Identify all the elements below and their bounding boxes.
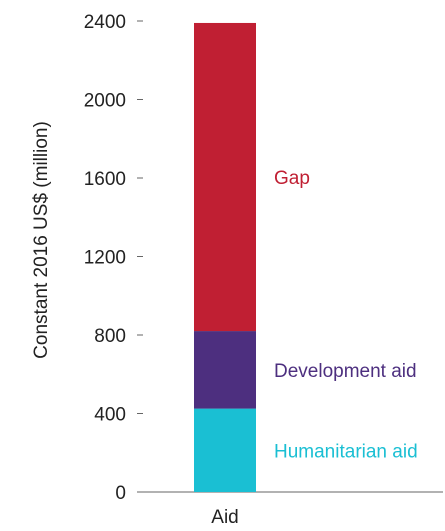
category-label: Aid: [211, 507, 238, 528]
y-tick-label: 2400: [84, 12, 126, 33]
bar-segment: [194, 331, 256, 409]
series-label: Gap: [274, 168, 310, 189]
series-label: Humanitarian aid: [274, 441, 418, 462]
series-label: Development aid: [274, 361, 417, 382]
bar-segment: [194, 408, 256, 492]
y-tick-label: 400: [94, 405, 126, 426]
bar-segment: [194, 22, 256, 332]
series-labels: Humanitarian aid Development aid Gap: [274, 168, 418, 462]
y-axis-title: Constant 2016 US$ (million): [31, 121, 52, 359]
y-axis-ticks: 0 400 800 1200 1600 2000 2400: [84, 12, 143, 504]
bars: [194, 22, 256, 492]
y-tick-label: 1200: [84, 248, 126, 269]
y-tick-label: 0: [115, 483, 126, 504]
category-labels: Aid: [211, 507, 238, 528]
y-tick-label: 1600: [84, 169, 126, 190]
y-tick-label: 800: [94, 326, 126, 347]
y-tick-label: 2000: [84, 91, 126, 112]
